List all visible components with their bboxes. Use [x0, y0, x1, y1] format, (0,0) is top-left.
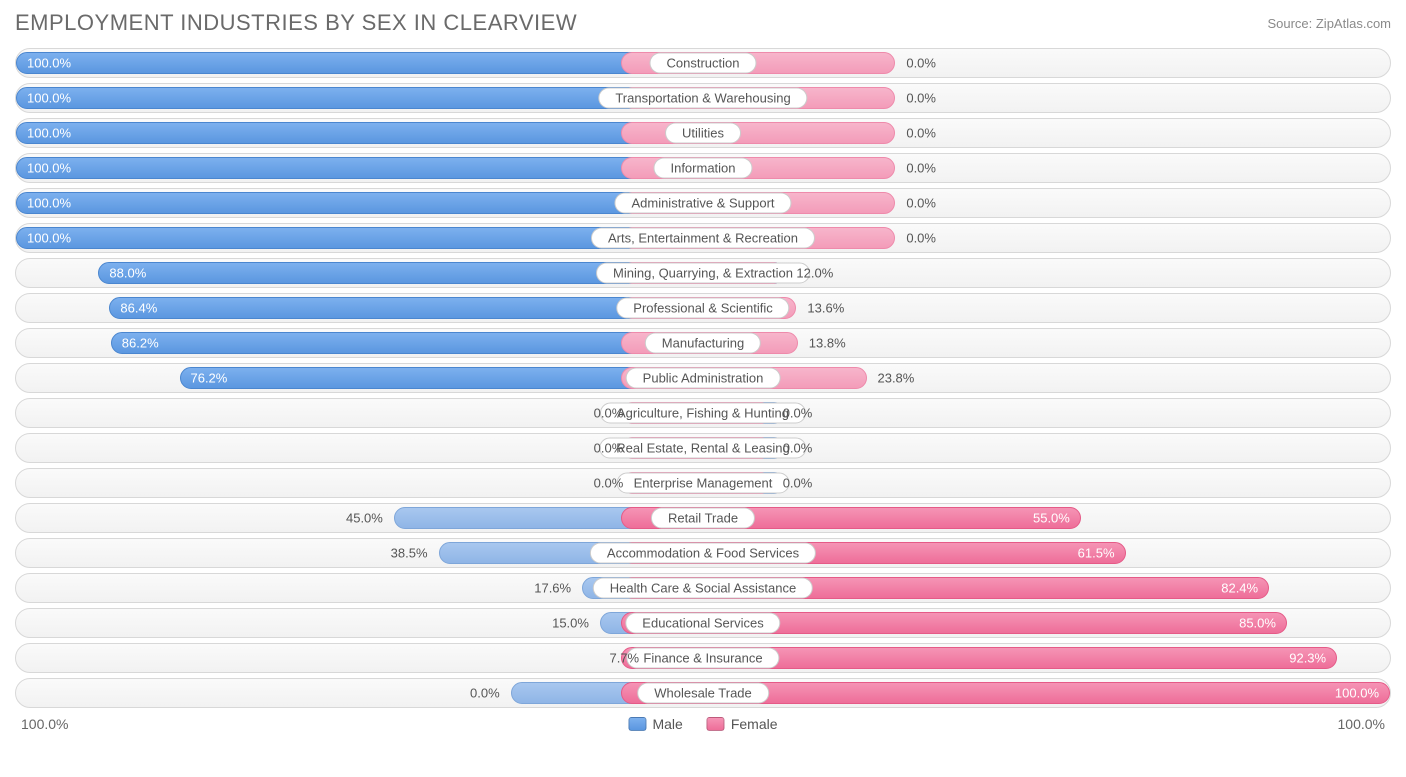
pct-male-label: 0.0% [594, 406, 624, 421]
swatch-female-icon [707, 717, 725, 731]
pct-male-label: 15.0% [552, 616, 589, 631]
row-category-label: Public Administration [626, 368, 781, 389]
pct-female-label: 23.8% [877, 371, 914, 386]
chart-row: Accommodation & Food Services 38.5% 61.5% [15, 538, 1391, 568]
pct-male-label: 100.0% [27, 196, 71, 211]
pct-male-label: 86.2% [122, 336, 159, 351]
pct-female-label: 0.0% [783, 406, 813, 421]
row-category-label: Arts, Entertainment & Recreation [591, 228, 815, 249]
pct-male-label: 38.5% [391, 546, 428, 561]
pct-female-label: 0.0% [906, 161, 936, 176]
pct-male-label: 7.7% [609, 651, 639, 666]
row-category-label: Health Care & Social Assistance [593, 578, 813, 599]
chart-title: EMPLOYMENT INDUSTRIES BY SEX IN CLEARVIE… [15, 10, 577, 36]
pct-female-label: 0.0% [906, 56, 936, 71]
pct-female-label: 12.0% [796, 266, 833, 281]
chart-row: Wholesale Trade 0.0% 100.0% [15, 678, 1391, 708]
row-category-label: Educational Services [625, 613, 780, 634]
chart-row: Mining, Quarrying, & Extraction 88.0% 12.0… [15, 258, 1391, 288]
legend-female-label: Female [731, 716, 778, 732]
legend: Male Female [628, 716, 777, 732]
row-category-label: Agriculture, Fishing & Hunting [600, 403, 806, 424]
row-category-label: Wholesale Trade [637, 683, 769, 704]
pct-female-label: 0.0% [906, 196, 936, 211]
axis-right-label: 100.0% [1338, 716, 1385, 732]
row-category-label: Transportation & Warehousing [598, 88, 807, 109]
pct-male-label: 0.0% [594, 441, 624, 456]
legend-female: Female [707, 716, 778, 732]
row-category-label: Administrative & Support [614, 193, 791, 214]
row-category-label: Enterprise Management [617, 473, 790, 494]
chart-row: Retail Trade 45.0% 55.0% [15, 503, 1391, 533]
pct-female-label: 0.0% [906, 91, 936, 106]
row-category-label: Manufacturing [645, 333, 761, 354]
pct-male-label: 100.0% [27, 91, 71, 106]
chart-row: Arts, Entertainment & Recreation 100.0% 0.… [15, 223, 1391, 253]
pct-female-label: 92.3% [1289, 651, 1326, 666]
pct-male-label: 0.0% [594, 476, 624, 491]
pct-male-label: 100.0% [27, 231, 71, 246]
row-category-label: Construction [650, 53, 757, 74]
pct-female-label: 82.4% [1221, 581, 1258, 596]
pct-male-label: 0.0% [470, 686, 500, 701]
row-category-label: Retail Trade [651, 508, 755, 529]
chart-header: EMPLOYMENT INDUSTRIES BY SEX IN CLEARVIE… [15, 10, 1391, 36]
pct-female-label: 0.0% [783, 441, 813, 456]
axis-left-label: 100.0% [21, 716, 68, 732]
pct-female-label: 55.0% [1033, 511, 1070, 526]
chart-row: Transportation & Warehousing 100.0% 0.0% [15, 83, 1391, 113]
pct-male-label: 88.0% [109, 266, 146, 281]
chart-row: Finance & Insurance7.7% 92.3% [15, 643, 1391, 673]
legend-male-label: Male [652, 716, 682, 732]
chart-row: Enterprise Management0.0% 0.0% [15, 468, 1391, 498]
chart-row: Construction 100.0% 0.0% [15, 48, 1391, 78]
chart-row: Utilities 100.0% 0.0% [15, 118, 1391, 148]
row-category-label: Finance & Insurance [626, 648, 779, 669]
pct-female-label: 0.0% [906, 126, 936, 141]
row-category-label: Mining, Quarrying, & Extraction [596, 263, 810, 284]
bar-female [621, 122, 896, 144]
chart-source: Source: ZipAtlas.com [1267, 16, 1391, 31]
chart-row: Professional & Scientific 86.4% 13.6% [15, 293, 1391, 323]
pct-female-label: 0.0% [783, 476, 813, 491]
pct-female-label: 100.0% [1335, 686, 1379, 701]
chart-row: Public Administration 76.2% 23.8% [15, 363, 1391, 393]
pct-female-label: 61.5% [1078, 546, 1115, 561]
row-category-label: Accommodation & Food Services [590, 543, 816, 564]
pct-male-label: 17.6% [534, 581, 571, 596]
pct-female-label: 85.0% [1239, 616, 1276, 631]
chart-row: Educational Services 15.0% 85.0% [15, 608, 1391, 638]
chart-row: Health Care & Social Assistance 17.6% 82.4… [15, 573, 1391, 603]
chart-row: Information 100.0% 0.0% [15, 153, 1391, 183]
row-category-label: Professional & Scientific [616, 298, 789, 319]
swatch-male-icon [628, 717, 646, 731]
pct-female-label: 13.8% [809, 336, 846, 351]
chart-footer: 100.0% Male Female 100.0% [15, 716, 1391, 732]
pct-male-label: 100.0% [27, 161, 71, 176]
pct-male-label: 45.0% [346, 511, 383, 526]
chart-row: Agriculture, Fishing & Hunting0.0% 0.0% [15, 398, 1391, 428]
chart-area: Construction100.0%0.0%Transportation & W… [15, 48, 1391, 708]
chart-row: Manufacturing 86.2% 13.8% [15, 328, 1391, 358]
pct-female-label: 13.6% [807, 301, 844, 316]
pct-female-label: 0.0% [906, 231, 936, 246]
pct-male-label: 100.0% [27, 126, 71, 141]
legend-male: Male [628, 716, 682, 732]
pct-male-label: 86.4% [120, 301, 157, 316]
row-category-label: Real Estate, Rental & Leasing [599, 438, 806, 459]
pct-male-label: 76.2% [190, 371, 227, 386]
chart-row: Administrative & Support 100.0% 0.0% [15, 188, 1391, 218]
row-category-label: Information [653, 158, 752, 179]
row-category-label: Utilities [665, 123, 741, 144]
chart-row: Real Estate, Rental & Leasing0.0% 0.0% [15, 433, 1391, 463]
pct-male-label: 100.0% [27, 56, 71, 71]
